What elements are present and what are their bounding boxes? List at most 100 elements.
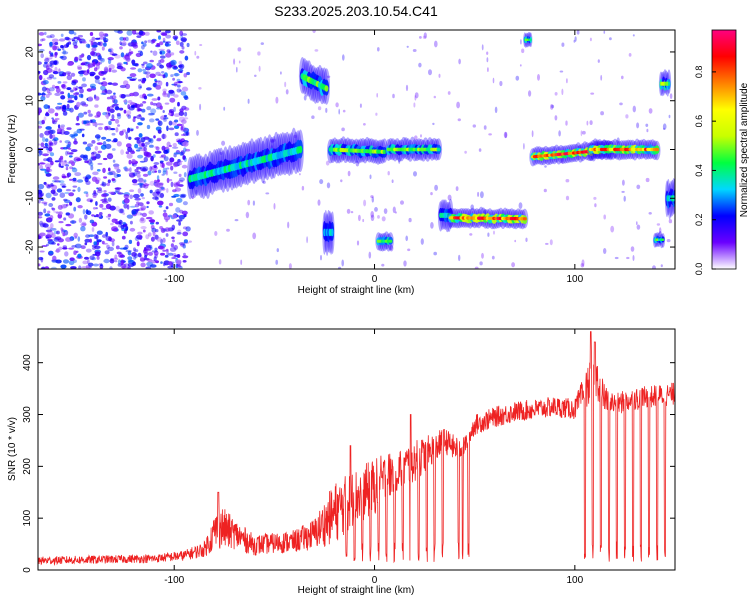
noise-speck (185, 148, 191, 152)
noise-speck (180, 91, 187, 96)
noise-speck (153, 135, 156, 139)
noise-speck (116, 168, 121, 173)
background-speck (245, 211, 250, 219)
noise-speck (129, 167, 132, 173)
background-speck (226, 228, 230, 232)
noise-speck (92, 192, 98, 196)
noise-speck (126, 76, 133, 79)
noise-speck (162, 133, 165, 140)
noise-speck (155, 146, 160, 151)
background-speck (480, 191, 484, 199)
noise-speck (109, 108, 115, 113)
noise-speck (82, 70, 90, 76)
noise-speck (57, 128, 62, 134)
noise-speck (89, 71, 96, 76)
noise-speck (44, 266, 50, 269)
noise-speck (141, 79, 146, 84)
segment-core (667, 81, 671, 86)
noise-speck (153, 164, 157, 169)
noise-speck (53, 119, 58, 123)
background-speck (477, 191, 480, 197)
noise-speck (66, 74, 73, 81)
noise-speck (123, 99, 127, 103)
noise-speck (149, 180, 156, 186)
noise-speck (103, 66, 109, 73)
background-speck (430, 192, 433, 196)
noise-speck (140, 217, 145, 222)
background-speck (645, 177, 650, 183)
noise-speck (178, 80, 183, 84)
noise-speck (38, 43, 43, 47)
noise-speck (151, 227, 157, 233)
noise-speck (59, 155, 64, 160)
background-speck (521, 48, 525, 54)
spectral-segment (652, 231, 666, 249)
noise-speck (173, 153, 177, 158)
noise-speck (78, 265, 82, 269)
noise-speck (81, 41, 87, 44)
noise-speck (78, 58, 83, 61)
background-speck (196, 55, 200, 59)
noise-speck (59, 192, 66, 198)
noise-speck (105, 138, 112, 142)
noise-speck (55, 107, 62, 111)
noise-speck (137, 202, 144, 207)
noise-speck (146, 248, 151, 252)
noise-speck (95, 207, 98, 210)
noise-speck (70, 266, 77, 269)
noise-speck (59, 157, 64, 163)
noise-speck (176, 84, 181, 88)
noise-speck (168, 144, 172, 148)
background-speck (518, 202, 523, 210)
noise-speck (117, 124, 121, 127)
background-speck (240, 259, 243, 265)
noise-speck (161, 187, 164, 190)
colorbar-tick-label: 0.8 (694, 66, 704, 79)
noise-speck (154, 182, 161, 188)
background-speck (301, 185, 305, 191)
noise-speck (38, 143, 41, 146)
noise-speck (84, 177, 89, 183)
noise-speck (51, 233, 56, 239)
noise-speck (96, 255, 100, 260)
noise-speck (125, 226, 129, 231)
noise-speck (82, 260, 88, 265)
noise-speck (66, 127, 72, 130)
noise-speck (179, 30, 184, 36)
noise-speck (47, 226, 53, 230)
background-speck (265, 192, 270, 195)
background-speck (481, 44, 484, 51)
background-speck (668, 219, 673, 224)
colorbar: 0.0 0.2 0.4 0.6 0.8 Normalized spectral ampl… (694, 29, 750, 275)
background-speck (262, 180, 266, 184)
noise-speck (89, 255, 95, 260)
noise-speck (89, 32, 94, 36)
noise-speck (43, 116, 47, 121)
noise-speck (119, 107, 124, 111)
noise-speck (141, 168, 148, 172)
background-speck (311, 115, 315, 119)
noise-speck (149, 218, 156, 224)
noise-speck (40, 53, 44, 59)
noise-speck (114, 260, 118, 263)
background-speck (280, 71, 282, 75)
noise-speck (38, 61, 42, 65)
y-tick-label: 10 (25, 95, 36, 107)
background-speck (338, 108, 341, 115)
background-speck (628, 53, 632, 57)
background-speck (413, 102, 416, 108)
noise-speck (110, 118, 116, 122)
noise-speck (66, 144, 71, 148)
colorbar-frame (711, 29, 737, 270)
background-speck (600, 111, 604, 116)
background-speck (487, 67, 489, 72)
noise-speck (129, 227, 136, 232)
noise-speck (114, 54, 121, 59)
noise-speck (65, 203, 69, 207)
noise-speck (176, 88, 182, 93)
noise-speck (107, 82, 113, 85)
noise-speck (101, 200, 109, 204)
noise-speck (51, 197, 56, 201)
background-speck (303, 95, 307, 101)
noise-speck (55, 87, 61, 93)
